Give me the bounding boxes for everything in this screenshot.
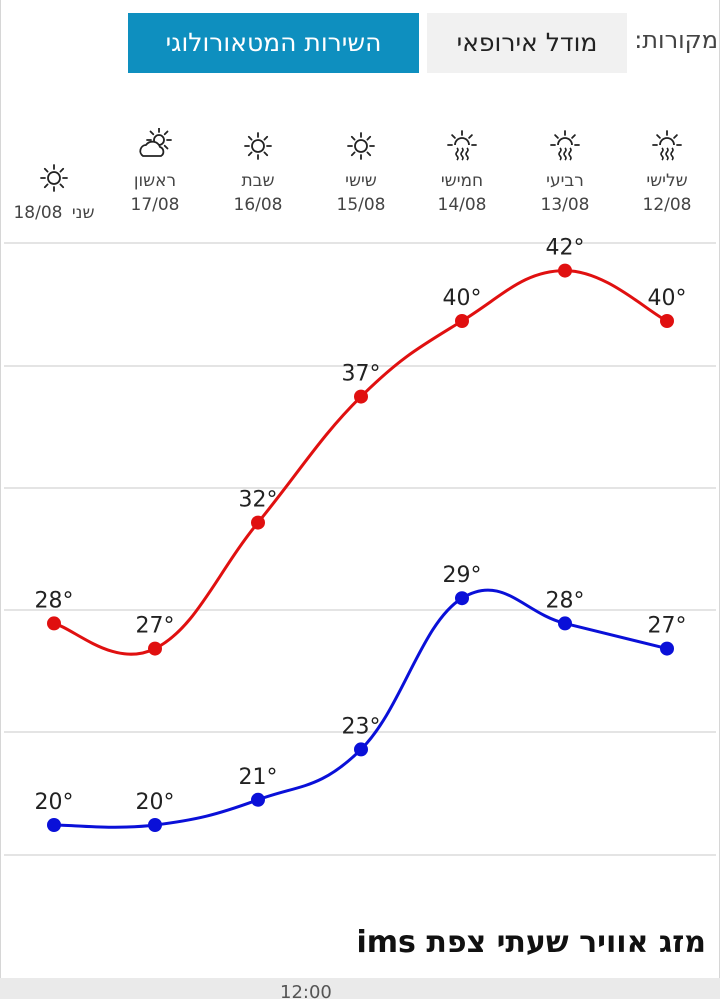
haze-sun-icon xyxy=(510,128,620,164)
high-temp-point xyxy=(251,515,265,530)
sun-icon xyxy=(203,128,313,164)
high-temp-point xyxy=(148,641,162,656)
day-date: 15/08 xyxy=(336,195,386,215)
day-date: 12/08 xyxy=(642,195,692,215)
partly-cloudy-icon xyxy=(100,127,210,164)
high-temp-label: 40° xyxy=(648,286,687,311)
high-temp-label: 28° xyxy=(35,588,74,613)
high-temp-label: 32° xyxy=(239,488,278,513)
high-temp-label: 40° xyxy=(443,286,482,311)
sun-icon xyxy=(306,128,416,164)
low-temp-label: 20° xyxy=(136,790,175,815)
day-column-6: שני 18/08 xyxy=(0,160,109,224)
low-temp-label: 21° xyxy=(239,765,278,790)
high-temp-label: 37° xyxy=(342,362,381,387)
sun-icon xyxy=(0,160,109,196)
day-name: חמישי xyxy=(440,171,484,191)
low-temp-point xyxy=(148,818,162,832)
left-border xyxy=(0,0,1,999)
source-ims-button[interactable]: השירות המטאורולוגי xyxy=(128,13,419,73)
high-temp-point xyxy=(354,389,368,404)
day-name: שישי xyxy=(345,171,377,191)
hourly-table-peek-text: 12:00 xyxy=(280,982,332,1003)
high-temp-point xyxy=(455,314,469,328)
day-name: ראשון xyxy=(133,171,177,191)
high-temp-label: 42° xyxy=(546,236,585,261)
high-temp-point xyxy=(558,263,572,278)
section-title: מזג אוויר שעתי צפת ims xyxy=(356,925,706,960)
low-temp-point xyxy=(455,591,469,606)
high-temp-point xyxy=(660,314,674,328)
low-temp-point xyxy=(660,641,674,656)
day-name-date-line: שני 18/08 xyxy=(0,202,109,224)
low-temp-label: 27° xyxy=(648,614,687,639)
low-temp-label: 29° xyxy=(443,563,482,588)
day-name: שבת xyxy=(241,171,275,191)
day-date: 13/08 xyxy=(540,195,590,215)
day-date: 16/08 xyxy=(233,195,283,215)
low-temp-point xyxy=(558,616,572,631)
haze-sun-icon xyxy=(612,128,720,164)
day-name: שלישי xyxy=(646,171,688,191)
day-name: שני xyxy=(71,203,95,223)
day-date: 14/08 xyxy=(437,195,487,215)
day-name: רביעי xyxy=(546,171,584,191)
day-date: 18/08 xyxy=(13,203,63,223)
haze-sun-icon xyxy=(407,128,517,164)
source-european-model-button[interactable]: מודל אירופאי xyxy=(427,13,627,73)
high-temp-label: 27° xyxy=(136,614,175,639)
low-temp-label: 28° xyxy=(546,588,585,613)
day-column-1: רביעי 13/08 xyxy=(510,128,620,216)
day-column-2: חמישי 14/08 xyxy=(407,128,517,216)
low-temp-point xyxy=(354,742,368,757)
day-column-0: שלישי 12/08 xyxy=(612,128,720,216)
day-column-4: שבת 16/08 xyxy=(203,128,313,216)
low-temp-label: 20° xyxy=(35,790,74,815)
hourly-table-header xyxy=(0,978,720,999)
high-temp-point xyxy=(47,616,61,631)
low-temp-point xyxy=(251,792,265,807)
low-temp-label: 23° xyxy=(342,714,381,739)
day-column-3: שישי 15/08 xyxy=(306,128,416,216)
sources-label: מקורות: xyxy=(634,26,718,54)
low-temp-point xyxy=(47,818,61,832)
day-column-5: ראשון 17/08 xyxy=(100,127,210,216)
day-date: 17/08 xyxy=(130,195,180,215)
